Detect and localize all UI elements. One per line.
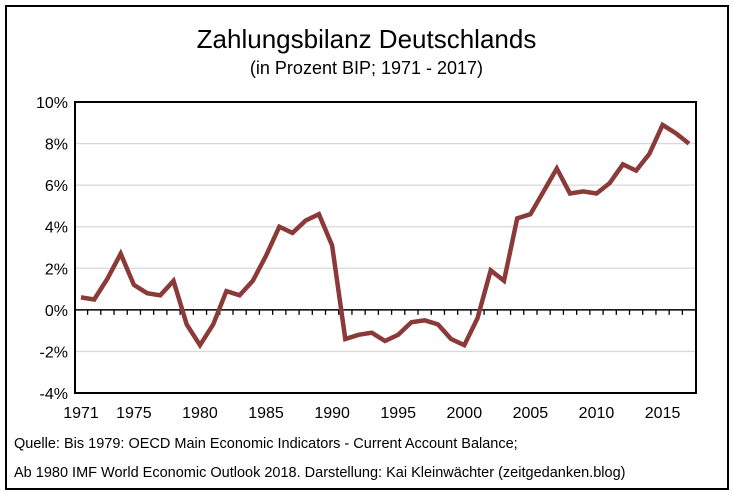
x-tick-label: 2015 <box>645 405 681 422</box>
y-tick-label: 4% <box>45 220 68 237</box>
series-line <box>80 121 691 350</box>
y-tick-label: 6% <box>45 178 68 195</box>
x-tick-label: 1971 <box>63 405 99 422</box>
x-tick-label: 1985 <box>248 405 284 422</box>
y-tick-label: -2% <box>40 344 68 361</box>
x-tick-label: 1995 <box>380 405 416 422</box>
y-tick-label: -4% <box>40 386 68 403</box>
x-tick-label: 2005 <box>513 405 549 422</box>
x-tick-label: 2010 <box>579 405 615 422</box>
x-tick-label: 1975 <box>116 405 152 422</box>
source-note-2: Ab 1980 IMF World Economic Outlook 2018.… <box>14 465 626 481</box>
chart-title: Zahlungsbilanz Deutschlands <box>196 24 537 54</box>
y-tick-label: 0% <box>45 303 68 320</box>
y-tick-label: 10% <box>36 95 68 112</box>
y-tick-label: 8% <box>45 137 68 154</box>
plot-area-border <box>74 101 697 394</box>
x-tick-label: 1980 <box>182 405 218 422</box>
chart-frame <box>5 5 729 490</box>
x-tick-label: 2000 <box>447 405 483 422</box>
source-note-1: Quelle: Bis 1979: OECD Main Economic Ind… <box>14 436 518 452</box>
y-tick-label: 2% <box>45 261 68 278</box>
chart-subtitle: (in Prozent BIP; 1971 - 2017) <box>249 58 484 78</box>
x-tick-label: 1990 <box>314 405 350 422</box>
